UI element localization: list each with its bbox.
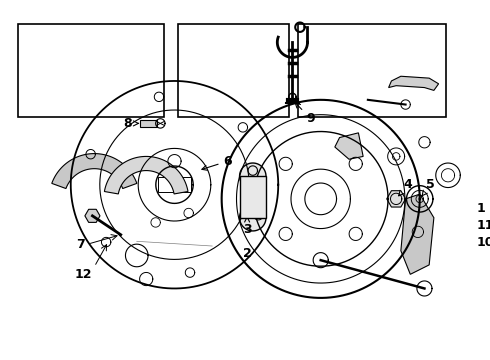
Polygon shape xyxy=(401,194,434,274)
Polygon shape xyxy=(240,163,266,189)
Text: 4: 4 xyxy=(399,178,413,196)
Bar xyxy=(298,24,446,117)
Text: 9: 9 xyxy=(295,103,315,125)
Bar xyxy=(19,24,164,117)
Bar xyxy=(157,177,192,192)
Bar xyxy=(178,24,289,117)
Text: 10: 10 xyxy=(476,236,490,249)
Bar xyxy=(240,176,266,218)
Text: 8: 8 xyxy=(123,117,138,130)
Text: 3: 3 xyxy=(243,217,251,235)
Text: 6: 6 xyxy=(202,155,232,170)
Text: 1: 1 xyxy=(476,202,485,215)
Polygon shape xyxy=(52,154,137,189)
Text: 5: 5 xyxy=(422,178,435,196)
Polygon shape xyxy=(335,133,363,159)
Polygon shape xyxy=(389,76,439,90)
Text: 12: 12 xyxy=(74,268,92,281)
Polygon shape xyxy=(387,191,406,207)
Polygon shape xyxy=(85,209,100,222)
Text: 2: 2 xyxy=(243,247,251,260)
Polygon shape xyxy=(104,157,188,194)
Polygon shape xyxy=(240,204,266,231)
Text: 11: 11 xyxy=(476,219,490,232)
Bar xyxy=(140,120,157,127)
Text: 7: 7 xyxy=(76,238,85,251)
